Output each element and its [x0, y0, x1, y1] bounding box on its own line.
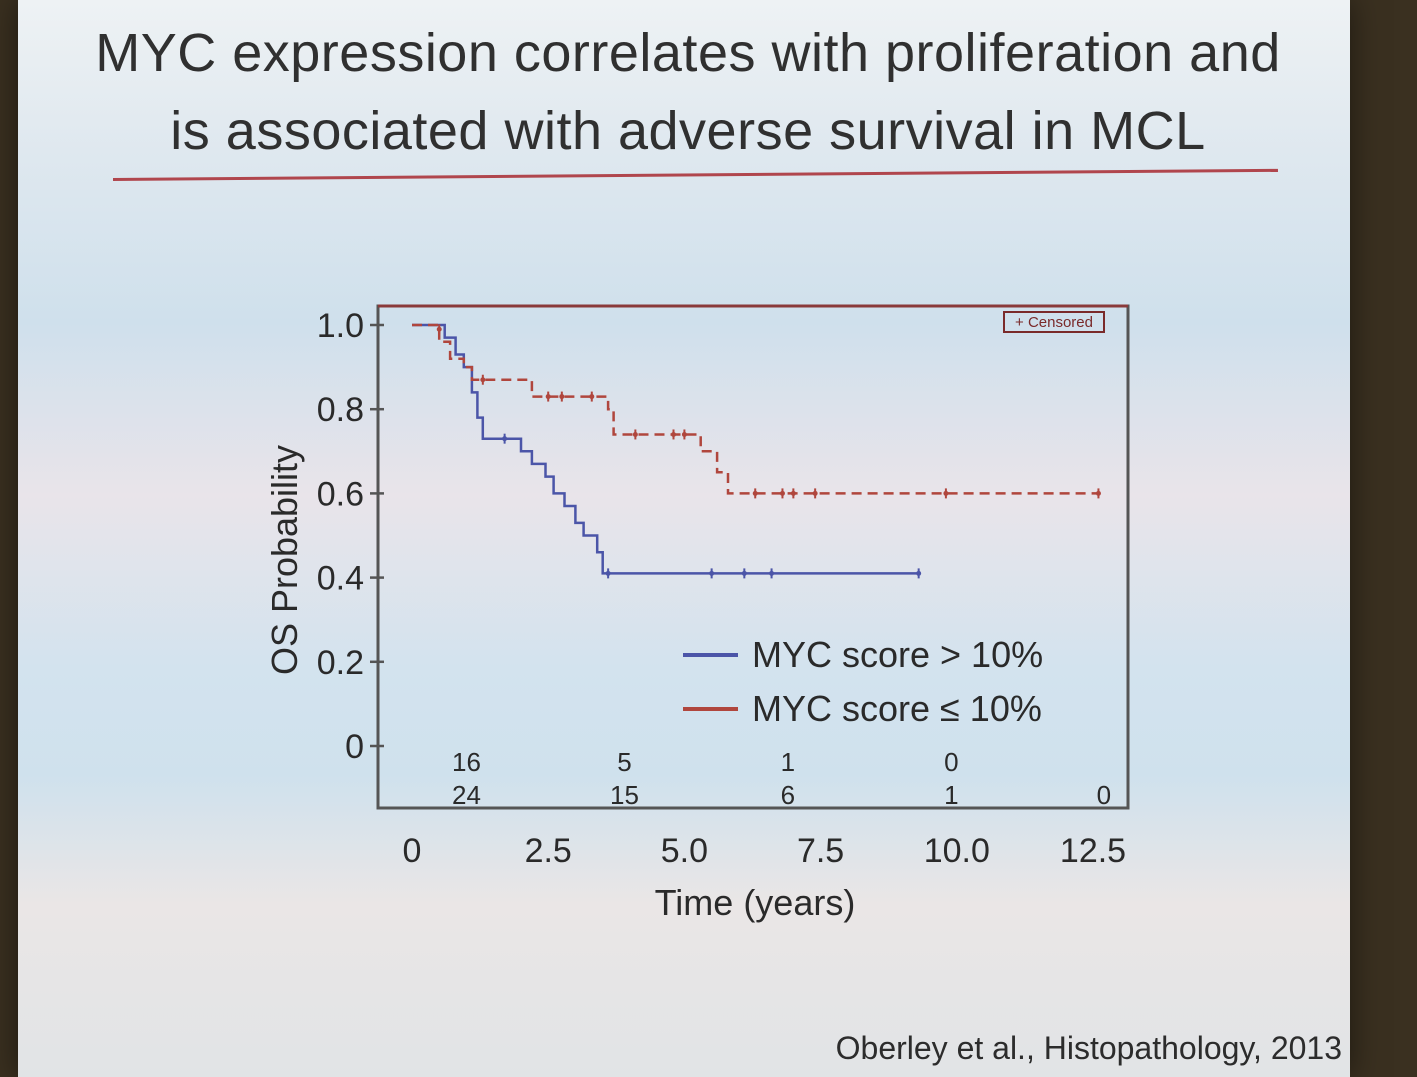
y-tick-label: 0.4 [317, 560, 364, 598]
censored-legend: + Censored [1003, 311, 1105, 333]
at-risk-myc-low: 0 [1097, 780, 1111, 810]
censor-dot-myc-high [502, 436, 508, 442]
censor-dot-myc-high [741, 570, 747, 576]
x-tick-label: 12.5 [1060, 832, 1126, 870]
plot-frame [376, 304, 1130, 810]
censor-dot-myc-low [671, 431, 677, 437]
curve-myc-high [412, 323, 919, 575]
y-tick-label: 0.6 [317, 475, 364, 513]
censor-dot-myc-low [790, 490, 796, 496]
at-risk-myc-high: 5 [617, 747, 631, 777]
censor-dot-myc-high [769, 570, 775, 576]
x-tick-label: 5.0 [661, 832, 708, 870]
y-tick-label: 0 [345, 728, 364, 766]
title-line-1: MYC expression correlates with prolifera… [95, 23, 1281, 83]
censor-dot-myc-low [681, 431, 687, 437]
censored-legend-label: + Censored [1015, 314, 1093, 331]
censor-dot-myc-low [752, 490, 758, 496]
censor-dot-myc-low [559, 394, 565, 400]
censor-dot-myc-low [943, 490, 949, 496]
at-risk-myc-low: 15 [610, 780, 639, 810]
censor-dot-myc-low [812, 490, 818, 496]
censor-dot-myc-high [709, 570, 715, 576]
censor-dot-myc-high [916, 570, 922, 576]
x-tick-label: 2.5 [525, 832, 572, 870]
at-risk-myc-low: 1 [944, 780, 958, 810]
censor-dot-myc-low [436, 326, 442, 332]
censor-dot-myc-low [480, 377, 486, 383]
censored-legend-box [1003, 311, 1105, 333]
legend-label-myc-low: MYC score ≤ 10% [752, 688, 1042, 729]
x-tick-label: 0 [403, 832, 422, 870]
censor-dot-myc-low [779, 490, 785, 496]
x-tick-label: 7.5 [797, 832, 844, 870]
x-tick-label: 10.0 [924, 832, 990, 870]
censor-dot-myc-low [1095, 490, 1101, 496]
censor-dot-myc-low [545, 394, 551, 400]
censor-dot-myc-high [605, 570, 611, 576]
at-risk-myc-high: 0 [944, 747, 958, 777]
citation: Oberley et al., Histopathology, 2013 [835, 1030, 1342, 1066]
curve-myc-low [412, 323, 1099, 495]
legend-label-myc-high: MYC score > 10% [752, 634, 1043, 675]
y-axis-title: OS Probability [264, 445, 305, 675]
censor-dot-myc-low [632, 431, 638, 437]
x-axis-title: Time (years) [655, 882, 856, 923]
y-tick-label: 0.2 [317, 644, 364, 682]
at-risk-myc-low: 24 [452, 780, 481, 810]
censor-dot-myc-low [589, 394, 595, 400]
y-tick-label: 1.0 [317, 307, 364, 345]
at-risk-myc-high: 16 [452, 747, 481, 777]
at-risk-myc-low: 6 [781, 780, 795, 810]
title-line-2: is associated with adverse survival in M… [170, 101, 1206, 161]
y-tick-label: 0.8 [317, 391, 364, 429]
slide-title: MYC expression correlates with prolifera… [48, 14, 1328, 170]
at-risk-myc-high: 1 [781, 747, 795, 777]
